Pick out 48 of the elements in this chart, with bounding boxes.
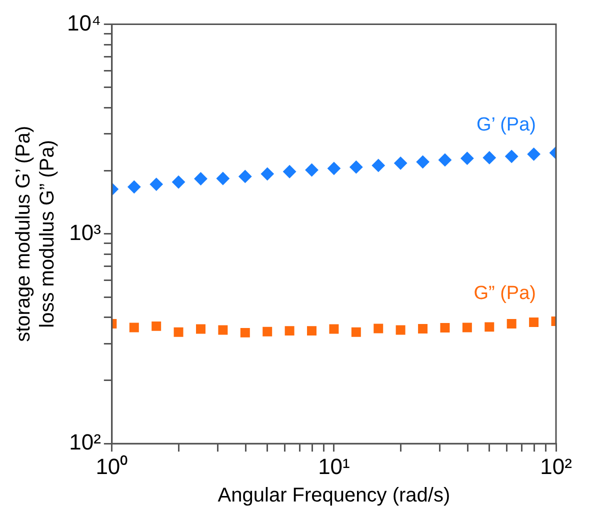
point (174, 327, 184, 337)
point (260, 167, 274, 180)
point (416, 155, 430, 168)
point (150, 178, 163, 191)
point (372, 158, 385, 172)
point (284, 326, 294, 336)
point (484, 322, 494, 332)
point (216, 172, 230, 186)
point (396, 325, 406, 335)
y-tick-label: 10³ (69, 220, 101, 245)
point (305, 164, 318, 177)
y-tick-label: 10⁴ (66, 10, 101, 36)
point (327, 162, 340, 175)
x-tick-label: 10⁰ (96, 454, 128, 479)
point (438, 153, 452, 166)
point (329, 324, 339, 334)
point (374, 324, 384, 334)
point (194, 172, 208, 186)
point (527, 148, 540, 161)
point (462, 322, 472, 332)
y-axis-title: storage modulus G’ (Pa) loss modulus G” (Pa) (12, 126, 59, 342)
point (529, 318, 539, 327)
point (128, 180, 141, 194)
point (460, 152, 474, 165)
point (351, 327, 361, 337)
point (506, 318, 516, 328)
point (238, 170, 252, 183)
point (172, 176, 186, 189)
point (350, 160, 363, 174)
point (482, 151, 496, 164)
point (418, 324, 428, 334)
series-label: G’ (Pa) (476, 114, 536, 136)
point (129, 322, 139, 332)
y-tick-label: 10² (69, 430, 101, 455)
point (440, 322, 450, 332)
point (218, 325, 228, 335)
series-label: G” (Pa) (474, 283, 536, 304)
point (505, 150, 518, 163)
x-tick-label: 10¹ (318, 454, 350, 479)
point (307, 326, 316, 336)
point (240, 328, 250, 338)
point (394, 156, 408, 170)
x-tick-label: 10² (540, 454, 572, 479)
point (283, 165, 296, 178)
x-axis-title: Angular Frequency (rad/s) (218, 484, 450, 507)
point (196, 324, 206, 334)
point (262, 326, 272, 336)
point (152, 321, 162, 331)
